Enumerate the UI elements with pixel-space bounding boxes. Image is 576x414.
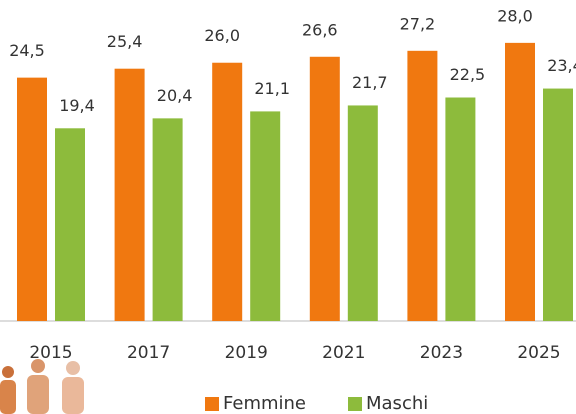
value-label: 28,0 bbox=[497, 6, 533, 25]
value-label: 21,7 bbox=[352, 73, 388, 92]
people-icons bbox=[0, 359, 84, 414]
legend-swatch bbox=[348, 397, 362, 411]
legend-swatch bbox=[205, 397, 219, 411]
legend-label: Maschi bbox=[366, 393, 428, 414]
value-label: 20,4 bbox=[157, 86, 193, 105]
legend-label: Femmine bbox=[223, 393, 306, 414]
value-label: 26,0 bbox=[204, 26, 240, 45]
bar bbox=[347, 105, 378, 322]
bar bbox=[250, 111, 281, 321]
value-label: 26,6 bbox=[302, 20, 338, 39]
value-label: 19,4 bbox=[59, 96, 95, 115]
value-label: 23,4 bbox=[547, 56, 576, 75]
bar bbox=[114, 68, 145, 322]
bar bbox=[505, 42, 535, 321]
value-label: 22,5 bbox=[450, 65, 486, 84]
bar bbox=[309, 56, 340, 321]
x-tick-label: 2017 bbox=[127, 343, 170, 363]
x-tick-label: 2019 bbox=[225, 343, 268, 363]
bar bbox=[152, 118, 183, 321]
value-label: 25,4 bbox=[107, 32, 143, 51]
x-tick-label: 2015 bbox=[29, 343, 72, 363]
value-label: 27,2 bbox=[400, 14, 436, 33]
bar bbox=[407, 50, 438, 322]
x-tick-label: 2021 bbox=[322, 343, 365, 363]
bar bbox=[17, 77, 47, 321]
value-label: 21,1 bbox=[254, 79, 290, 98]
bar bbox=[212, 62, 243, 321]
bar bbox=[55, 128, 85, 321]
x-tick-label: 2023 bbox=[420, 343, 463, 363]
x-tick-label: 2025 bbox=[517, 343, 560, 363]
value-label: 24,5 bbox=[9, 41, 45, 60]
bar bbox=[543, 88, 573, 321]
bar bbox=[445, 97, 476, 321]
